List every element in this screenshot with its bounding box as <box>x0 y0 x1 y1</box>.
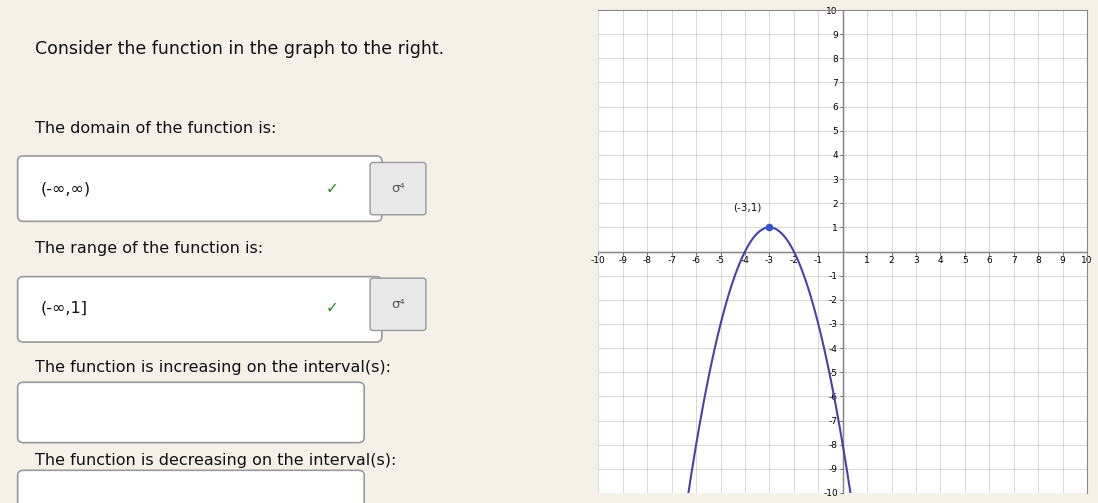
FancyBboxPatch shape <box>370 162 426 215</box>
Text: σ⁴: σ⁴ <box>392 182 405 195</box>
Text: The function is decreasing on the interval(s):: The function is decreasing on the interv… <box>35 453 396 468</box>
Text: The domain of the function is:: The domain of the function is: <box>35 121 277 136</box>
FancyBboxPatch shape <box>18 382 365 443</box>
Text: The function is increasing on the interval(s):: The function is increasing on the interv… <box>35 360 391 375</box>
Text: The range of the function is:: The range of the function is: <box>35 241 264 257</box>
FancyBboxPatch shape <box>18 156 382 221</box>
FancyBboxPatch shape <box>18 470 365 503</box>
FancyBboxPatch shape <box>370 278 426 330</box>
Text: (-∞,∞): (-∞,∞) <box>41 181 91 196</box>
Text: Consider the function in the graph to the right.: Consider the function in the graph to th… <box>35 40 445 58</box>
Text: ✓: ✓ <box>326 300 339 315</box>
FancyBboxPatch shape <box>18 277 382 342</box>
Text: σ⁴: σ⁴ <box>392 298 405 311</box>
Text: (-∞,1]: (-∞,1] <box>41 300 88 315</box>
Text: ✓: ✓ <box>326 181 339 196</box>
Text: (-3,1): (-3,1) <box>732 203 761 213</box>
